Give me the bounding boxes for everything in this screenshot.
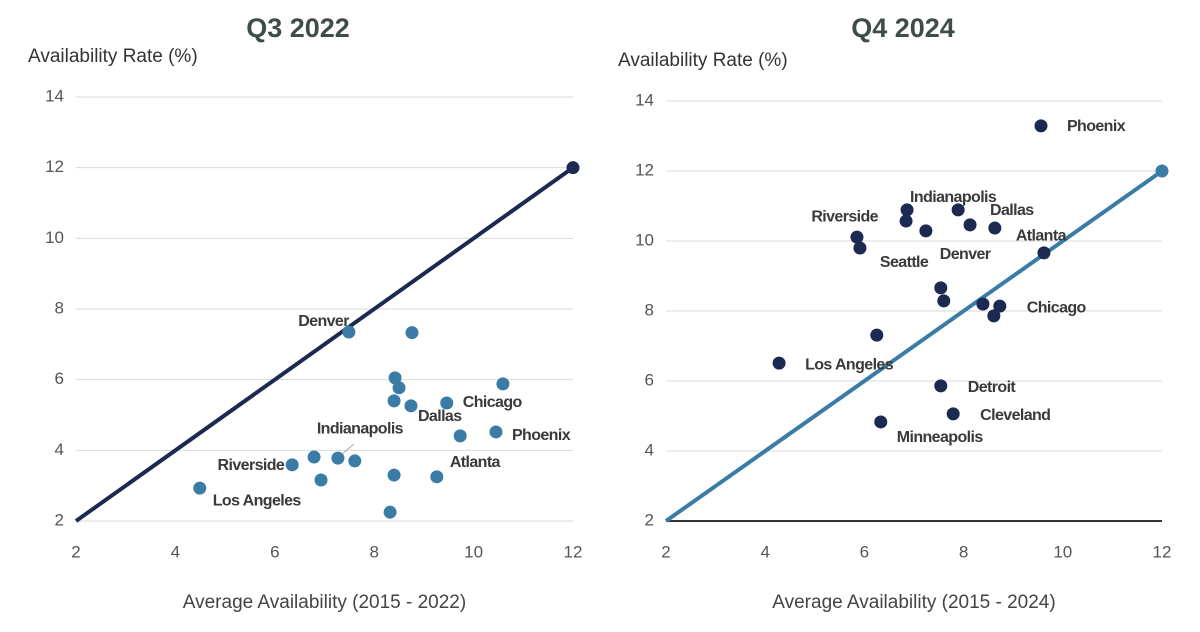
x-tick-label: 2	[71, 542, 80, 561]
y-tick-label: 8	[55, 298, 64, 317]
data-point	[453, 429, 467, 443]
data-point	[993, 299, 1007, 313]
x-tick-label: 12	[564, 542, 583, 561]
point-label: Atlanta	[1016, 227, 1067, 244]
point-label: Minneapolis	[897, 429, 984, 446]
data-point	[392, 381, 406, 395]
x-tick-label: 6	[270, 542, 279, 561]
data-point	[934, 379, 948, 393]
leader-line	[341, 443, 355, 455]
x-tick-label: 4	[171, 542, 180, 561]
y-tick-label: 8	[645, 300, 654, 319]
data-point	[937, 294, 951, 308]
data-point	[387, 468, 401, 482]
y-tick-label: 4	[645, 440, 654, 459]
x-tick-label: 8	[369, 542, 378, 561]
point-label: Phoenix	[1067, 118, 1126, 135]
y-tick-label: 6	[645, 370, 654, 389]
data-point	[988, 221, 1002, 235]
data-point	[899, 214, 913, 228]
y-tick-label: 12	[635, 160, 654, 179]
point-label: Chicago	[463, 394, 523, 411]
data-point	[850, 230, 864, 244]
data-point	[314, 473, 328, 487]
point-label: Los Angeles	[213, 492, 302, 509]
point-label: Los Angeles	[805, 356, 894, 373]
data-point	[987, 309, 1001, 323]
x-tick-label: 6	[860, 542, 869, 561]
point-label: Atlanta	[450, 454, 501, 471]
data-point	[946, 407, 960, 421]
reference-line	[664, 169, 1164, 523]
data-point	[307, 450, 321, 464]
data-point	[348, 454, 362, 468]
y-axis-label: Availability Rate (%)	[618, 50, 788, 71]
data-point	[1037, 246, 1051, 260]
x-tick-label: 12	[1153, 542, 1172, 561]
data-point	[963, 218, 977, 232]
point-label: Cleveland	[980, 407, 1050, 424]
point-label: Dallas	[990, 202, 1034, 219]
point-label: Riverside	[811, 208, 878, 225]
data-point	[404, 399, 418, 413]
x-tick-label: 10	[464, 542, 483, 561]
x-tick-label: 4	[760, 542, 769, 561]
x-tick-label: 10	[1053, 542, 1072, 561]
x-axis-label: Average Availability (2015 - 2022)	[183, 592, 466, 613]
x-axis-label: Average Availability (2015 - 2024)	[772, 592, 1055, 613]
data-point	[331, 451, 345, 465]
y-tick-label: 10	[635, 230, 654, 249]
data-point	[193, 481, 207, 495]
data-point	[951, 203, 965, 217]
point-label: Dallas	[418, 408, 462, 425]
data-point	[496, 377, 510, 391]
chart-title: Q4 2024	[851, 13, 955, 43]
y-tick-label: 4	[55, 440, 64, 459]
point-label: Denver	[298, 313, 349, 330]
data-point	[342, 325, 356, 339]
y-tick-label: 10	[45, 228, 64, 247]
y-tick-label: 14	[635, 90, 654, 109]
y-tick-label: 14	[45, 86, 64, 105]
data-point	[919, 224, 933, 238]
point-label: Chicago	[1027, 299, 1087, 316]
data-point	[976, 297, 990, 311]
point-label: Indianapolis	[317, 420, 404, 437]
data-point	[489, 425, 503, 439]
point-label: Indianapolis	[910, 189, 997, 206]
data-point	[405, 326, 419, 340]
chart-title: Q3 2022	[246, 13, 350, 43]
point-label: Detroit	[968, 379, 1017, 396]
reference-end-point	[1155, 164, 1169, 178]
data-point	[285, 458, 299, 472]
data-point	[440, 396, 454, 410]
x-tick-label: 8	[959, 542, 968, 561]
data-point	[430, 470, 444, 484]
data-point	[934, 281, 948, 295]
point-label: Riverside	[218, 457, 285, 474]
data-point	[383, 505, 397, 519]
data-point	[853, 241, 867, 255]
y-tick-label: 12	[45, 157, 64, 176]
data-point	[387, 394, 401, 408]
data-point	[772, 356, 786, 370]
x-tick-label: 2	[661, 542, 670, 561]
reference-line	[74, 166, 575, 523]
data-point	[1034, 119, 1048, 133]
y-tick-label: 6	[55, 369, 64, 388]
data-point	[874, 415, 888, 429]
y-tick-label: 2	[55, 510, 64, 529]
reference-end-point	[566, 161, 580, 175]
data-point	[870, 328, 884, 342]
point-label: Seattle	[880, 254, 929, 271]
y-tick-label: 2	[645, 510, 654, 529]
point-label: Phoenix	[512, 427, 571, 444]
data-point	[388, 371, 402, 385]
y-axis-label: Availability Rate (%)	[28, 46, 198, 67]
data-point	[900, 203, 914, 217]
point-label: Denver	[940, 246, 991, 263]
